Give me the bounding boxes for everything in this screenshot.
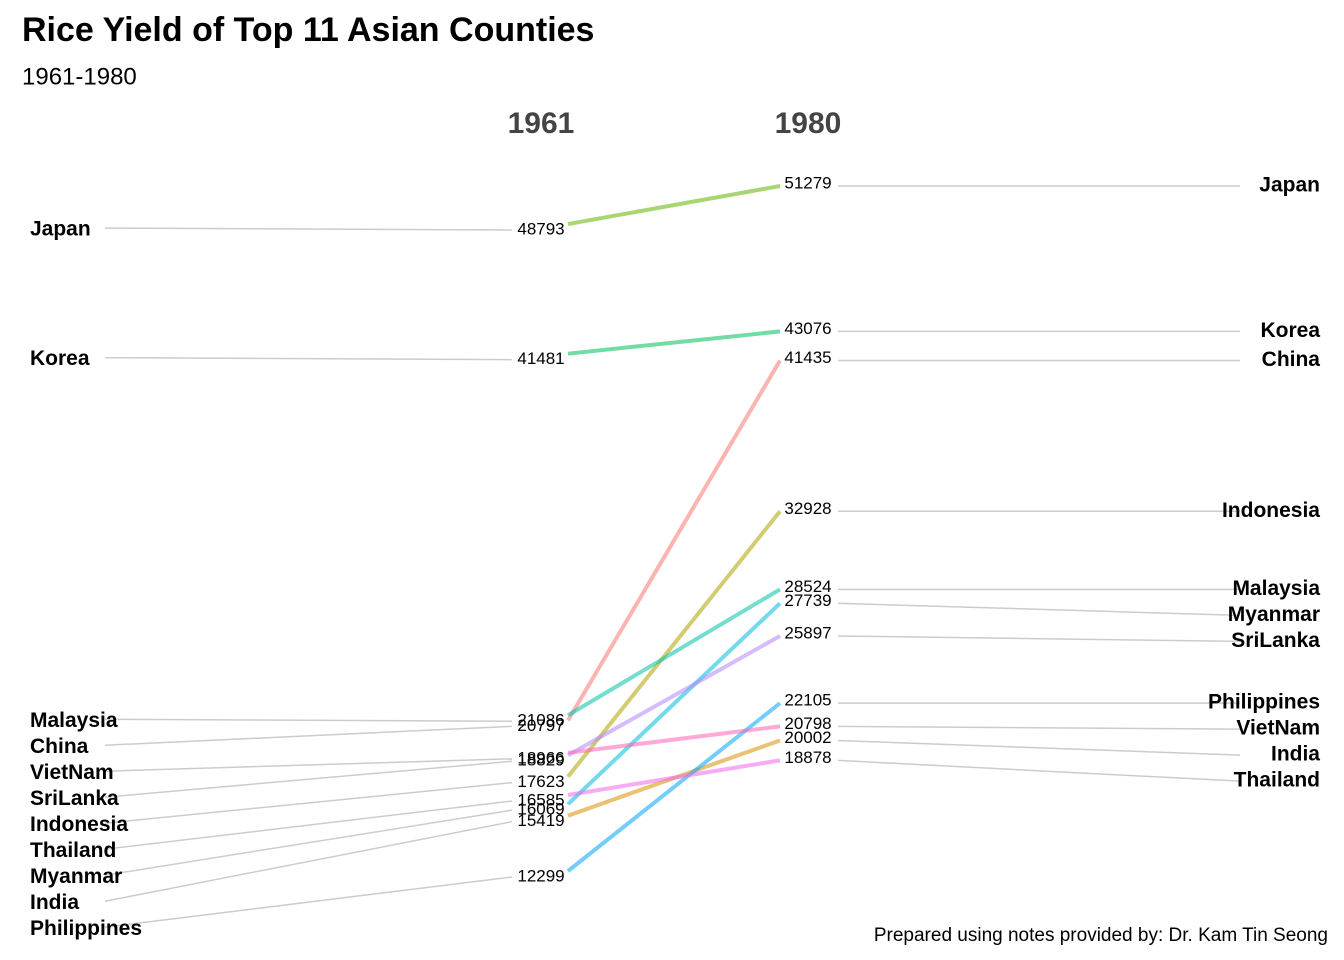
value-label: 41435 [784,348,831,367]
value-label: 17623 [517,772,564,791]
value-label: 48793 [517,220,564,239]
value-label: 28524 [784,577,831,596]
connector [104,718,513,722]
connector [837,739,1241,756]
caption: Prepared using notes provided by: Dr. Ka… [874,925,1328,946]
connector [837,635,1241,643]
connector [104,809,513,876]
country-label: VietNam [1236,717,1320,740]
connector [104,356,513,361]
slope-line [567,184,781,227]
country-label: Thailand [1234,769,1320,792]
connector [104,758,513,772]
connector [104,781,513,824]
connector [104,725,513,746]
country-label: SriLanka [30,787,119,810]
country-label: India [1271,743,1320,766]
connector [837,725,1241,730]
connector [104,820,513,902]
country-label: Philippines [1208,691,1320,714]
value-label: 32928 [784,499,831,518]
value-label: 18966 [517,748,564,767]
value-label: 16069 [517,800,564,819]
value-label: 12299 [517,866,564,885]
country-label: China [1262,348,1321,371]
value-label: 22105 [784,691,831,710]
country-label: Japan [30,218,91,241]
country-label: Indonesia [1222,499,1320,522]
connector [104,800,513,850]
connector [104,227,513,231]
connector [104,760,513,798]
country-label: Philippines [30,917,142,940]
chart-title: Rice Yield of Top 11 Asian Counties [22,11,594,49]
chart-subtitle: 1961-1980 [22,63,137,90]
country-label: Myanmar [30,865,122,888]
slope-line [567,758,781,797]
value-label: 18878 [784,748,831,767]
country-label: Thailand [30,839,116,862]
country-label: Malaysia [1232,577,1320,600]
value-label: 18829 [517,751,564,770]
country-label: Korea [1260,319,1320,342]
value-label: 21086 [517,711,564,730]
slope-line [567,329,781,356]
slope-line [566,587,782,717]
slope-line [567,724,781,755]
value-label: 41481 [517,349,564,368]
value-label: 20798 [784,714,831,733]
slope-line [566,510,782,778]
country-label: Malaysia [30,709,118,732]
country-label: India [30,891,79,914]
slope-line [567,634,781,757]
connector [837,759,1241,782]
value-label: 27739 [784,591,831,610]
country-label: VietNam [30,761,114,784]
country-label: Indonesia [30,813,128,836]
value-label: 20002 [784,728,831,747]
slope-line [566,359,782,722]
value-label: 20797 [517,716,564,735]
connector [837,602,1241,617]
value-label: 43076 [784,319,831,338]
country-label: Japan [1259,174,1320,197]
country-label: SriLanka [1231,629,1320,652]
period-header: 1961 [508,107,575,140]
country-label: China [30,735,89,758]
country-label: Myanmar [1228,603,1320,626]
country-label: Korea [30,347,90,370]
value-label: 16585 [517,791,564,810]
value-label: 51279 [784,173,831,192]
value-label: 25897 [784,623,831,642]
value-label: 15419 [517,811,564,830]
slope-line [566,601,782,806]
connector [104,876,513,928]
period-header: 1980 [775,107,842,140]
